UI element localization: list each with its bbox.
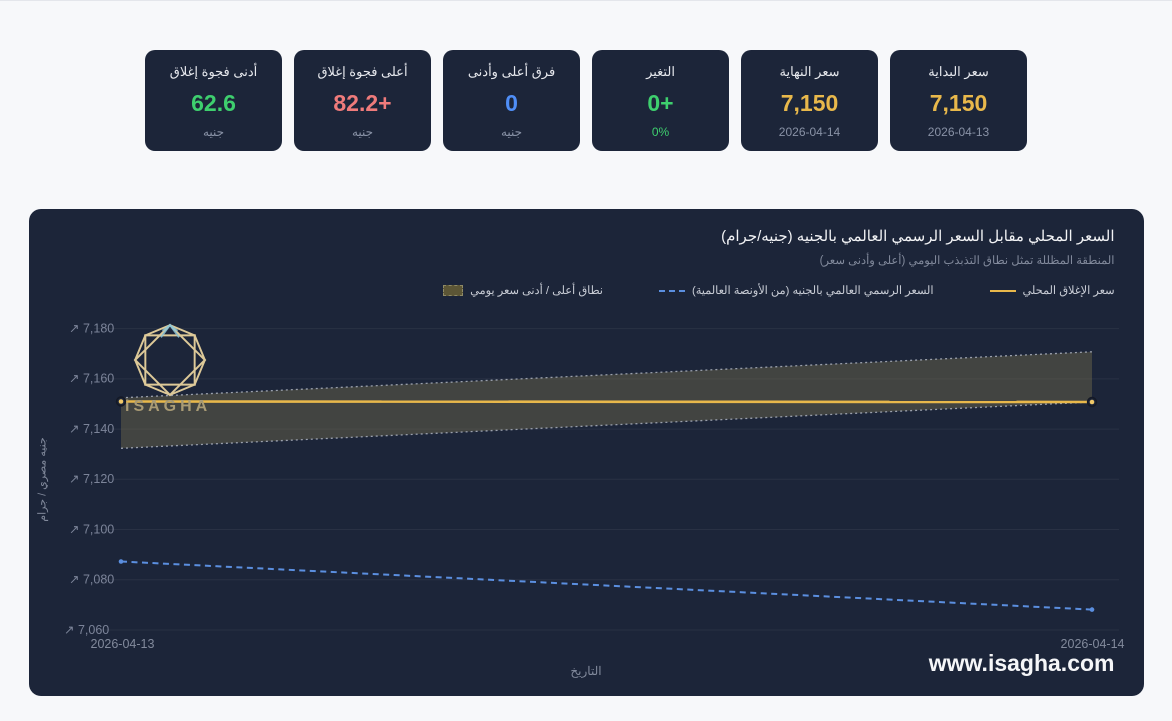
svg-text:↗ 7,180: ↗ 7,180 bbox=[69, 322, 114, 336]
svg-text:↗ 7,060: ↗ 7,060 bbox=[64, 623, 109, 637]
svg-text:↗ 7,080: ↗ 7,080 bbox=[69, 573, 114, 587]
svg-text:↗ 7,120: ↗ 7,120 bbox=[69, 472, 114, 486]
svg-text:↗ 7,160: ↗ 7,160 bbox=[69, 372, 114, 386]
svg-text:iSAGHA: iSAGHA bbox=[125, 398, 211, 415]
svg-text:↗ 7,100: ↗ 7,100 bbox=[69, 522, 114, 536]
svg-text:↗ 7,140: ↗ 7,140 bbox=[69, 422, 114, 436]
